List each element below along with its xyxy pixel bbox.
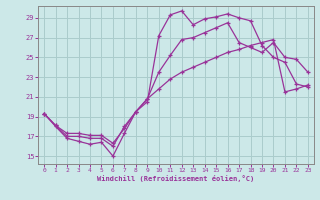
X-axis label: Windchill (Refroidissement éolien,°C): Windchill (Refroidissement éolien,°C) bbox=[97, 175, 255, 182]
